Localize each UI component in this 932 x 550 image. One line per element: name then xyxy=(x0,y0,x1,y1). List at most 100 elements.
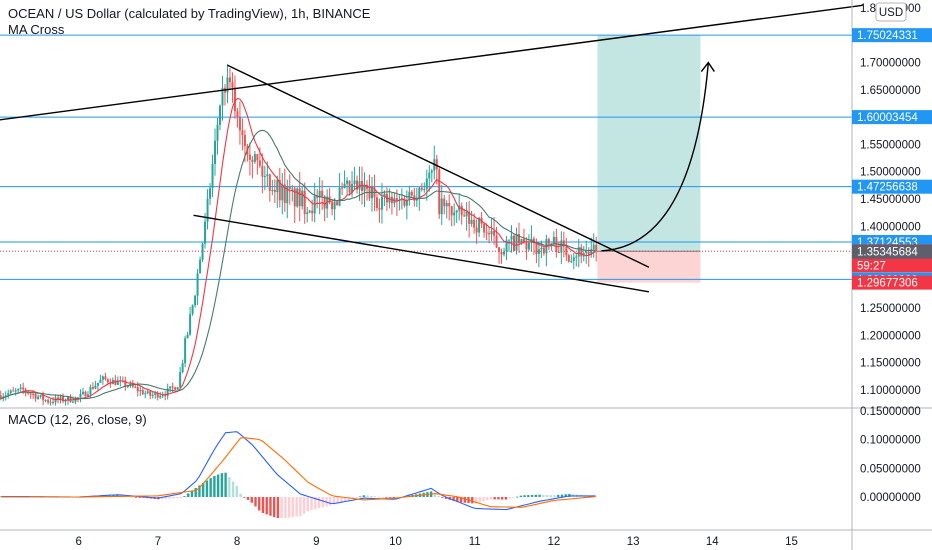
candle[interactable] xyxy=(104,376,107,380)
candle[interactable] xyxy=(527,242,530,250)
candle[interactable] xyxy=(532,238,535,244)
candle[interactable] xyxy=(353,180,356,184)
candle[interactable] xyxy=(575,256,578,258)
candle[interactable] xyxy=(517,234,520,244)
candle[interactable] xyxy=(64,400,67,402)
candle[interactable] xyxy=(363,184,366,191)
candle[interactable] xyxy=(537,249,540,254)
candle[interactable] xyxy=(268,174,271,191)
candle[interactable] xyxy=(124,380,127,387)
candle[interactable] xyxy=(460,205,463,216)
candle[interactable] xyxy=(126,386,129,388)
candle[interactable] xyxy=(590,249,593,255)
candle[interactable] xyxy=(445,202,448,207)
candle[interactable] xyxy=(485,232,488,234)
candle[interactable] xyxy=(443,198,446,207)
candle[interactable] xyxy=(592,244,595,250)
candle[interactable] xyxy=(560,240,563,253)
candle[interactable] xyxy=(423,189,426,191)
candle[interactable] xyxy=(483,223,486,233)
candle[interactable] xyxy=(17,388,20,391)
candle[interactable] xyxy=(236,111,239,118)
candle[interactable] xyxy=(44,400,47,402)
candle[interactable] xyxy=(169,386,172,389)
candle[interactable] xyxy=(139,390,142,392)
candle[interactable] xyxy=(149,391,152,396)
candle[interactable] xyxy=(557,252,560,254)
candle[interactable] xyxy=(515,234,518,251)
candle[interactable] xyxy=(22,387,25,390)
candle[interactable] xyxy=(508,239,511,241)
fast-ma-line[interactable] xyxy=(0,97,597,401)
candle[interactable] xyxy=(343,183,346,189)
candle[interactable] xyxy=(69,396,72,402)
projection-arrow[interactable] xyxy=(601,62,710,252)
candle[interactable] xyxy=(368,188,371,199)
candle[interactable] xyxy=(144,393,147,395)
candle[interactable] xyxy=(453,212,456,216)
macd-pane[interactable] xyxy=(0,408,852,530)
price-level-tag[interactable] xyxy=(852,110,932,125)
candle[interactable] xyxy=(136,387,139,392)
candle[interactable] xyxy=(266,174,269,177)
candle[interactable] xyxy=(9,390,12,394)
candle[interactable] xyxy=(57,397,60,400)
candle[interactable] xyxy=(49,401,52,403)
price-level-tag[interactable] xyxy=(852,179,932,194)
trendline-long-upper[interactable] xyxy=(0,4,863,121)
candle[interactable] xyxy=(356,180,359,190)
candle[interactable] xyxy=(214,140,217,164)
candle[interactable] xyxy=(161,395,164,397)
candle[interactable] xyxy=(465,211,468,217)
candle[interactable] xyxy=(81,391,84,394)
candle[interactable] xyxy=(420,187,423,190)
candle[interactable] xyxy=(154,392,157,395)
candle[interactable] xyxy=(101,376,104,380)
candle[interactable] xyxy=(216,124,219,141)
candle[interactable] xyxy=(171,386,174,388)
candle[interactable] xyxy=(76,397,79,399)
candle[interactable] xyxy=(370,187,373,199)
candle[interactable] xyxy=(238,117,241,131)
candle[interactable] xyxy=(333,201,336,210)
candle[interactable] xyxy=(256,154,259,161)
candle[interactable] xyxy=(253,154,256,162)
candle[interactable] xyxy=(512,235,515,251)
candle[interactable] xyxy=(47,400,50,403)
candle[interactable] xyxy=(71,401,74,403)
candle[interactable] xyxy=(410,191,413,196)
target-zone[interactable] xyxy=(597,35,701,252)
candle[interactable] xyxy=(450,206,453,216)
candle[interactable] xyxy=(189,314,192,335)
candle[interactable] xyxy=(577,247,580,257)
candle[interactable] xyxy=(470,219,473,224)
candle[interactable] xyxy=(375,197,378,209)
candle[interactable] xyxy=(39,395,42,397)
candle[interactable] xyxy=(331,202,334,210)
candle[interactable] xyxy=(500,252,503,255)
slow-ma-line[interactable] xyxy=(0,129,597,400)
candle[interactable] xyxy=(146,391,149,394)
candle[interactable] xyxy=(59,396,62,400)
candle[interactable] xyxy=(488,233,491,235)
candle[interactable] xyxy=(336,201,339,206)
candle[interactable] xyxy=(263,176,266,178)
candle[interactable] xyxy=(181,363,184,373)
candle[interactable] xyxy=(505,240,508,252)
candle[interactable] xyxy=(191,305,194,315)
candle[interactable] xyxy=(567,255,570,262)
candle[interactable] xyxy=(570,260,573,262)
candle[interactable] xyxy=(89,387,92,395)
candle[interactable] xyxy=(542,247,545,254)
candle[interactable] xyxy=(580,247,583,257)
candle[interactable] xyxy=(106,379,109,383)
candle[interactable] xyxy=(273,189,276,193)
candle[interactable] xyxy=(341,187,344,189)
candle[interactable] xyxy=(278,179,281,201)
candle[interactable] xyxy=(473,219,476,228)
candle[interactable] xyxy=(338,187,341,206)
candle[interactable] xyxy=(86,394,89,397)
candle[interactable] xyxy=(276,179,279,193)
candle[interactable] xyxy=(425,178,428,190)
